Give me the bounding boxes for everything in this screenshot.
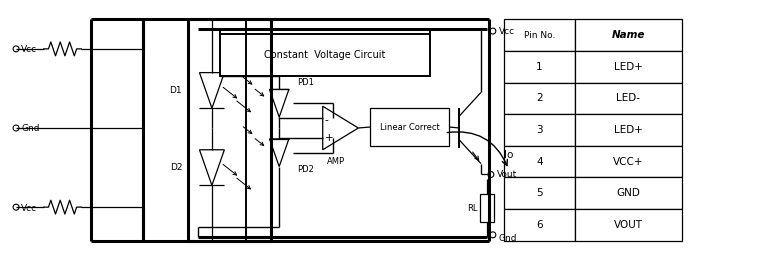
Text: GND: GND: [616, 188, 640, 198]
Text: AMP: AMP: [327, 157, 345, 166]
Bar: [575, 82, 682, 114]
Text: 3: 3: [536, 125, 542, 135]
Text: D2: D2: [170, 163, 182, 172]
Bar: [504, 51, 575, 82]
Polygon shape: [269, 139, 289, 167]
Polygon shape: [199, 150, 224, 185]
Text: Gnd: Gnd: [499, 234, 518, 243]
Text: Io: Io: [504, 150, 513, 160]
Bar: [575, 146, 682, 178]
Text: +: +: [324, 133, 334, 143]
Polygon shape: [323, 106, 359, 150]
Bar: [575, 114, 682, 146]
Text: VCC+: VCC+: [613, 157, 643, 167]
Text: LED+: LED+: [614, 125, 643, 135]
Bar: [575, 19, 682, 51]
Text: Linear Correct: Linear Correct: [380, 123, 440, 132]
Text: 4: 4: [536, 157, 542, 167]
Text: Vcc: Vcc: [499, 26, 515, 35]
Bar: [504, 178, 575, 209]
Text: Vout: Vout: [497, 170, 517, 179]
Bar: [504, 209, 575, 241]
Text: LED-: LED-: [616, 93, 640, 103]
Text: Constant  Voltage Circuit: Constant Voltage Circuit: [264, 50, 386, 60]
Polygon shape: [269, 89, 289, 117]
Text: Vcc: Vcc: [21, 45, 37, 54]
Bar: [504, 19, 575, 51]
Bar: [220, 34, 430, 76]
Bar: [575, 209, 682, 241]
Bar: [504, 114, 575, 146]
Text: PD1: PD1: [297, 78, 314, 87]
Bar: [480, 194, 494, 222]
Polygon shape: [199, 73, 224, 108]
Text: Vcc: Vcc: [21, 204, 37, 213]
Text: 6: 6: [536, 220, 542, 230]
Text: PD2: PD2: [297, 164, 314, 174]
Text: 1: 1: [536, 62, 542, 72]
Text: RL: RL: [467, 204, 478, 213]
Text: 2: 2: [536, 93, 542, 103]
Text: Gnd: Gnd: [21, 124, 40, 133]
Text: Name: Name: [611, 30, 645, 40]
Text: D1: D1: [170, 86, 182, 95]
Text: -: -: [324, 115, 328, 125]
Text: LED+: LED+: [614, 62, 643, 72]
Bar: [504, 82, 575, 114]
Text: Pin No.: Pin No.: [524, 31, 555, 40]
Bar: [575, 178, 682, 209]
Text: 5: 5: [536, 188, 542, 198]
Bar: [575, 51, 682, 82]
Bar: [504, 146, 575, 178]
Bar: [370, 108, 449, 146]
Text: VOUT: VOUT: [614, 220, 643, 230]
